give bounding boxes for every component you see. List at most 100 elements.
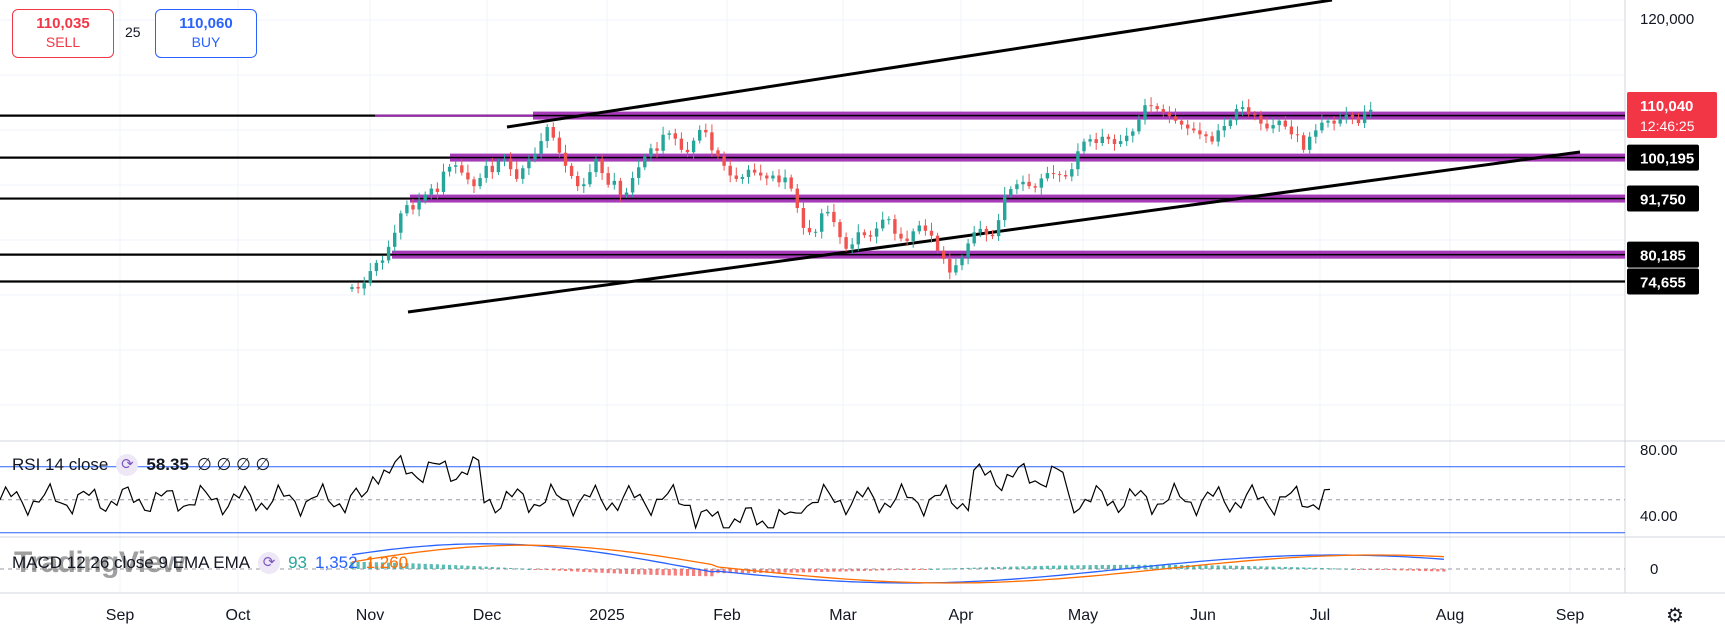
macd-histogram-bar (905, 569, 909, 570)
macd-histogram-bar (966, 567, 970, 569)
level-price-label: 80,185 (1640, 248, 1686, 265)
macd-histogram-bar (1405, 569, 1409, 571)
candle-body (368, 271, 372, 284)
macd-histogram-bar (1228, 565, 1232, 569)
macd-histogram-bar (618, 569, 622, 574)
candle-body (704, 129, 708, 133)
indicator-settings-icon[interactable]: ⟳ (116, 454, 139, 476)
macd-legend[interactable]: MACD 12 26 close 9 EMA EMA ⟳ 93 1,352 1,… (12, 552, 408, 574)
buy-button[interactable]: 110,060 BUY (155, 9, 257, 58)
level-price-tag (1627, 268, 1699, 295)
sell-button[interactable]: 110,035 SELL (12, 9, 114, 58)
macd-histogram-bar (673, 569, 677, 576)
candle-body (1064, 175, 1068, 177)
candle-body (1289, 126, 1294, 135)
candle-body (673, 133, 677, 139)
time-tick-label: 2025 (589, 607, 625, 624)
time-axis[interactable]: Sep Oct Nov Dec 2025 Feb Mar Apr May Jun Jul Aug Sep (106, 607, 1585, 624)
macd-histogram-bar (1149, 564, 1153, 569)
macd-histogram-bar (1259, 566, 1263, 569)
candle-body (899, 233, 903, 239)
macd-histogram-bar (667, 569, 671, 576)
level-price-label: 91,750 (1640, 192, 1686, 209)
macd-histogram-bar (435, 564, 439, 569)
macd-histogram-bar (1363, 569, 1367, 570)
macd-histogram-bar (936, 568, 940, 570)
macd-histogram-bar (460, 565, 464, 569)
candle-body (502, 158, 507, 162)
candle-body (423, 194, 427, 201)
macd-name: MACD 12 26 close 9 EMA EMA (12, 553, 251, 572)
macd-histogram-bar (655, 569, 659, 576)
candle-body (527, 159, 531, 169)
macd-histogram-bar (1003, 566, 1007, 569)
candle-body (911, 231, 915, 241)
candle-body (771, 175, 775, 179)
candle-body (1003, 194, 1007, 221)
candle-body (1027, 181, 1031, 187)
macd-histogram-bar (1381, 569, 1385, 570)
candle-body (515, 169, 519, 179)
candle-body (710, 132, 714, 151)
macd-histogram-bar (862, 569, 866, 571)
macd-histogram-bar (1271, 566, 1275, 569)
macd-histogram-bar (521, 568, 525, 570)
candles (350, 97, 1373, 296)
macd-histogram-bar (466, 565, 470, 569)
macd-histogram-bar (923, 569, 927, 570)
macd-histogram-bar (661, 569, 665, 576)
candle-body (350, 287, 354, 290)
indicator-settings-icon[interactable]: ⟳ (258, 552, 281, 574)
sell-label: SELL (45, 34, 81, 50)
macd-histogram-bar (807, 569, 812, 573)
chart-settings-icon[interactable]: ⚙ (1666, 605, 1684, 627)
candle-body (1179, 120, 1184, 125)
candle-body (624, 192, 629, 195)
macd-histogram-bar (826, 569, 830, 572)
macd-histogram-bar (777, 569, 781, 573)
macd-histogram-bar (545, 569, 549, 570)
level-price-tag (1627, 241, 1699, 268)
macd-histogram-bar (929, 568, 934, 570)
macd-pane (0, 543, 1625, 584)
candle-body (1106, 136, 1111, 140)
rsi-pane (0, 454, 1625, 534)
candle-body (1326, 120, 1330, 123)
macd-histogram-bar (887, 569, 891, 571)
candle-body (417, 200, 421, 210)
candle-body (600, 159, 604, 174)
candle-body (844, 237, 848, 249)
macd-histogram-bar (509, 567, 513, 569)
candle-body (740, 176, 745, 179)
candle-body (679, 138, 684, 150)
macd-histogram-bar (734, 569, 738, 574)
buy-price: 110,060 (179, 15, 233, 32)
candle-body (1021, 181, 1025, 185)
macd-histogram-bar (1045, 565, 1049, 569)
candle-body (691, 140, 696, 153)
macd-histogram-bar (368, 562, 372, 569)
candle-body (1076, 151, 1080, 170)
candle-body (856, 232, 860, 245)
macd-histogram-bar (1192, 565, 1196, 569)
macd-histogram-bar (954, 568, 958, 570)
candle-body (1137, 119, 1141, 132)
macd-histogram-bar (984, 567, 988, 569)
candle-body (935, 235, 940, 251)
time-tick-label: Jun (1190, 607, 1216, 624)
level-price-tag (1627, 185, 1699, 212)
macd-histogram-bar (783, 569, 787, 573)
macd-histogram-bar (527, 568, 531, 570)
rsi-legend[interactable]: RSI 14 close ⟳ 58.35 ∅ ∅ ∅ ∅ (12, 454, 270, 476)
candle-body (356, 287, 360, 289)
macd-histogram-bar (1064, 565, 1068, 569)
macd-histogram-bar (692, 569, 696, 576)
candle-body (466, 172, 470, 180)
macd-histogram-bar (875, 569, 879, 571)
candle-body (447, 166, 452, 172)
candle-body (1045, 173, 1050, 179)
macd-histogram-bar (899, 569, 903, 570)
price-axis[interactable]: 120,00090,000108,855100,19591,75080,1857… (1627, 11, 1717, 578)
macd-histogram-bar (740, 569, 744, 574)
